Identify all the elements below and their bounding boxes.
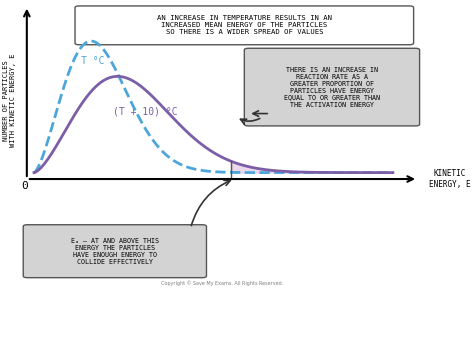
Text: Eₐ – AT AND ABOVE THIS
ENERGY THE PARTICLES
HAVE ENOUGH ENERGY TO
COLLIDE EFFECT: Eₐ – AT AND ABOVE THIS ENERGY THE PARTIC… <box>71 238 159 265</box>
Text: KINETIC
ENERGY, E: KINETIC ENERGY, E <box>429 169 470 189</box>
Text: (T + 10) °C: (T + 10) °C <box>113 107 178 117</box>
FancyBboxPatch shape <box>75 6 414 45</box>
Text: Copyright © Save My Exams. All Rights Reserved.: Copyright © Save My Exams. All Rights Re… <box>161 280 283 286</box>
FancyBboxPatch shape <box>244 48 419 126</box>
Text: NUMBER OF PARTICLES
WITH KINETIC ENERGY, E: NUMBER OF PARTICLES WITH KINETIC ENERGY,… <box>3 54 16 147</box>
Text: AN INCREASE IN TEMPERATURE RESULTS IN AN
INCREASED MEAN ENERGY OF THE PARTICLES
: AN INCREASE IN TEMPERATURE RESULTS IN AN… <box>157 15 332 35</box>
Text: T °C: T °C <box>81 56 104 65</box>
FancyBboxPatch shape <box>23 225 207 278</box>
Text: THERE IS AN INCREASE IN
REACTION RATE AS A
GREATER PROPORTION OF
PARTICLES HAVE : THERE IS AN INCREASE IN REACTION RATE AS… <box>284 66 380 107</box>
Text: 0: 0 <box>22 181 28 192</box>
